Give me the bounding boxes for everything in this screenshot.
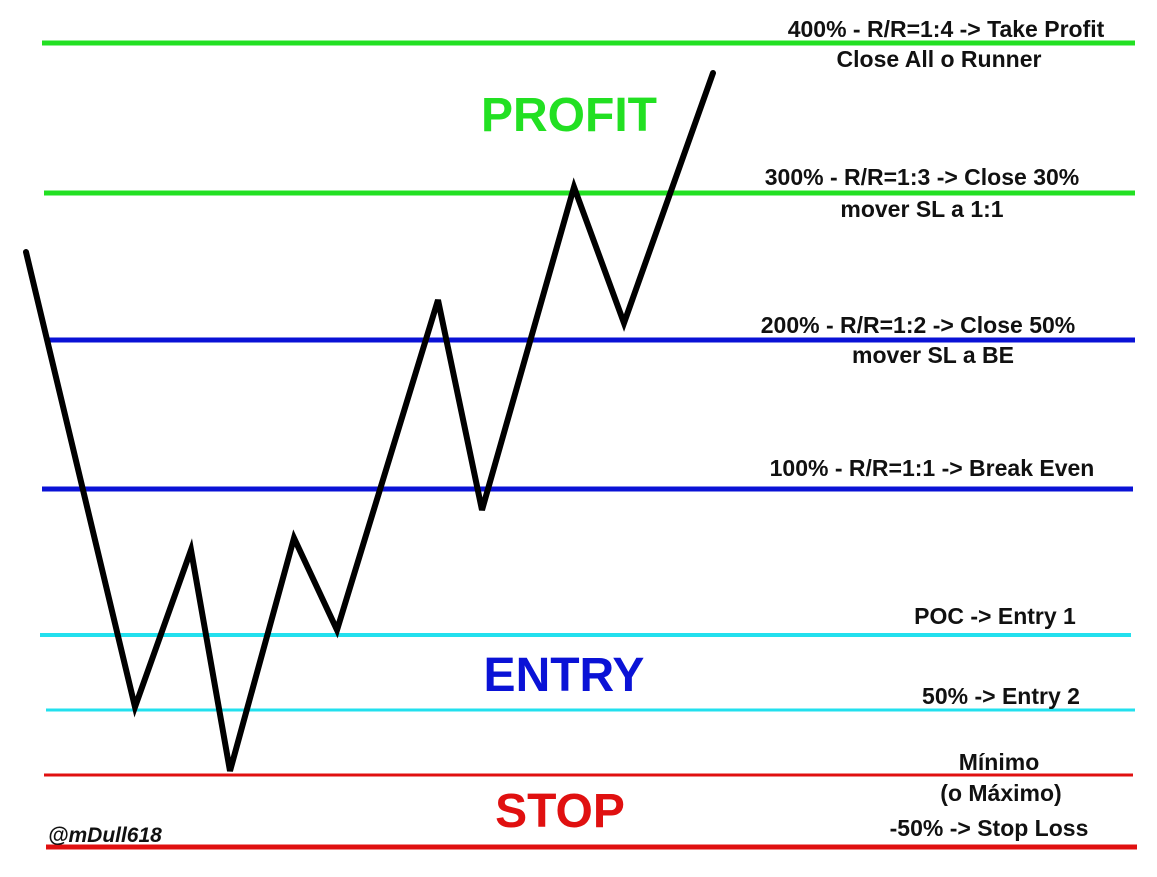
level-400-label: 400% - R/R=1:4 -> Take Profit: [788, 16, 1105, 42]
price-path: [23, 70, 716, 772]
level-minimo-label: Mínimo: [959, 749, 1040, 775]
stop-zone-label: STOP: [495, 785, 625, 838]
level-400-sublabel: Close All o Runner: [837, 46, 1042, 72]
level-minimo-sublabel: (o Máximo): [940, 780, 1061, 806]
level-200-sublabel: mover SL a BE: [852, 342, 1014, 368]
author-credit: @mDull618: [48, 824, 162, 847]
level-100-label: 100% - R/R=1:1 -> Break Even: [770, 455, 1095, 481]
level-300-label: 300% - R/R=1:3 -> Close 30%: [765, 164, 1079, 190]
profit-zone-label: PROFIT: [481, 89, 657, 142]
level-300-sublabel: mover SL a 1:1: [840, 196, 1003, 222]
entry-zone-label: ENTRY: [484, 649, 645, 702]
level-poc-label: POC -> Entry 1: [914, 603, 1076, 629]
level-stop-label: -50% -> Stop Loss: [890, 815, 1089, 841]
level-200-label: 200% - R/R=1:2 -> Close 50%: [761, 312, 1075, 338]
level-50-label: 50% -> Entry 2: [922, 683, 1080, 709]
